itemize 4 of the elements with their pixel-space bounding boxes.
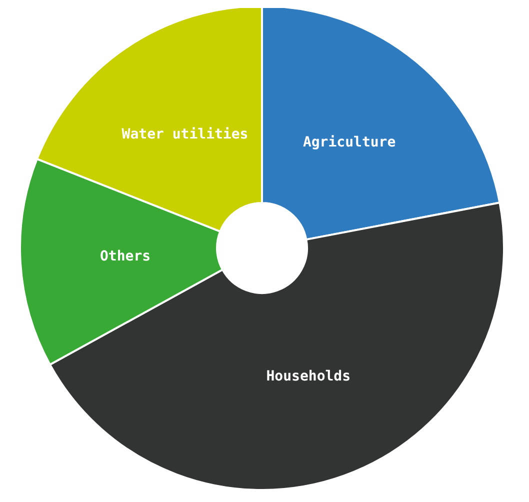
slice-label: Households	[266, 368, 351, 385]
slice-label: Agriculture	[302, 134, 396, 150]
slice-label: Water utilities	[122, 126, 248, 143]
slice-label: Others	[100, 248, 151, 264]
